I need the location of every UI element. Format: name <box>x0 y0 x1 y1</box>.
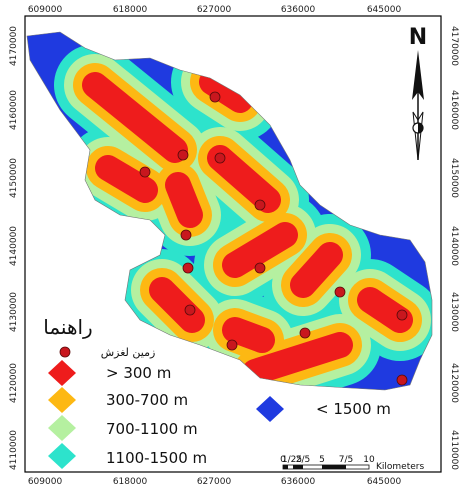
landslide-point-10 <box>334 286 346 298</box>
band-red-capsule-5 <box>222 222 298 278</box>
legend-swatch-3 <box>48 443 76 469</box>
right-tick-0: 4170000 <box>449 26 459 66</box>
right-tick-2: 4150000 <box>449 158 459 198</box>
left-tick-6: 4110000 <box>9 430 19 470</box>
band-red-capsule-7 <box>149 277 205 333</box>
scale-tick-3: 5 <box>319 455 325 465</box>
band-red-capsule-2 <box>165 172 203 228</box>
scale-unit: Kilometers <box>376 462 424 472</box>
legend-landslide-symbol <box>59 346 71 358</box>
band-red-capsule-3 <box>207 145 281 213</box>
left-tick-4: 4130000 <box>9 292 19 332</box>
landslide-point-11 <box>396 309 408 321</box>
left-tick-3: 4140000 <box>9 226 19 266</box>
landslide-point-13 <box>254 262 266 274</box>
band-red-capsule-0 <box>82 72 188 163</box>
band-red-capsule-1 <box>95 155 158 203</box>
region-outline <box>26 31 433 391</box>
band-red-capsule-6 <box>290 242 343 298</box>
top-tick-2: 627000 <box>197 5 232 15</box>
top-tick-0: 609000 <box>28 5 63 15</box>
bottom-tick-4: 645000 <box>367 477 402 487</box>
legend-swatch-1 <box>48 387 76 413</box>
legend-title: راهنما <box>43 315 92 339</box>
scale-bar: 0 1/25 2/5 5 7/5 10 Kilometers <box>280 455 424 472</box>
north-label: N <box>409 25 427 50</box>
landslide-points <box>139 91 408 386</box>
right-tick-3: 4140000 <box>449 226 459 266</box>
legend-label-1: 300-700 m <box>106 391 188 409</box>
landslide-point-8 <box>226 339 238 351</box>
band-red-capsule-9 <box>242 332 353 385</box>
legend: راهنما زمین لغزش > 300 m 300-700 m 700-1… <box>43 315 391 469</box>
scale-tick-4: 7/5 <box>339 455 353 465</box>
legend-label-4: < 1500 m <box>316 400 391 418</box>
bottom-tick-3: 636000 <box>281 477 316 487</box>
left-tick-2: 4150000 <box>9 158 19 198</box>
landslide-point-1 <box>177 149 189 161</box>
landslide-point-9 <box>299 327 311 339</box>
left-tick-1: 4160000 <box>9 90 19 130</box>
top-tick-4: 645000 <box>367 5 402 15</box>
left-tick-5: 4120000 <box>9 363 19 403</box>
legend-landslide-label: زمین لغزش <box>101 346 156 359</box>
legend-label-2: 700-1100 m <box>106 420 198 438</box>
band-red-capsule-4 <box>199 69 253 113</box>
bottom-tick-2: 627000 <box>197 477 232 487</box>
right-tick-4: 4130000 <box>449 292 459 332</box>
scale-tick-2: 2/5 <box>296 455 310 465</box>
landslide-point-6 <box>182 262 194 274</box>
landslide-point-2 <box>139 166 151 178</box>
right-tick-6: 4110000 <box>449 430 459 470</box>
legend-swatch-4 <box>256 396 284 422</box>
right-tick-1: 4160000 <box>449 90 459 130</box>
legend-swatch-2 <box>48 415 76 441</box>
landslide-point-4 <box>254 199 266 211</box>
top-tick-1: 618000 <box>113 5 148 15</box>
bottom-tick-0: 609000 <box>28 477 63 487</box>
legend-label-0: > 300 m <box>106 364 171 382</box>
landslide-point-5 <box>180 229 192 241</box>
left-tick-0: 4170000 <box>9 26 19 66</box>
legend-swatch-0 <box>48 360 76 386</box>
band-red-capsule-10 <box>222 317 275 353</box>
right-tick-5: 4120000 <box>449 363 459 403</box>
scale-tick-1: 1/25 <box>282 455 302 465</box>
band-red-capsule-8 <box>357 287 413 333</box>
landslide-point-3 <box>214 152 226 164</box>
scale-tick-5: 10 <box>363 455 375 465</box>
legend-label-3: 1100-1500 m <box>106 449 207 467</box>
north-arrow-icon: N <box>409 25 427 161</box>
bottom-tick-1: 618000 <box>113 477 148 487</box>
landslide-point-12 <box>396 374 408 386</box>
band-under-300 <box>82 69 413 385</box>
scale-tick-0: 0 <box>280 455 286 465</box>
landslide-point-0 <box>209 91 221 103</box>
top-tick-3: 636000 <box>281 5 316 15</box>
landslide-point-7 <box>184 304 196 316</box>
